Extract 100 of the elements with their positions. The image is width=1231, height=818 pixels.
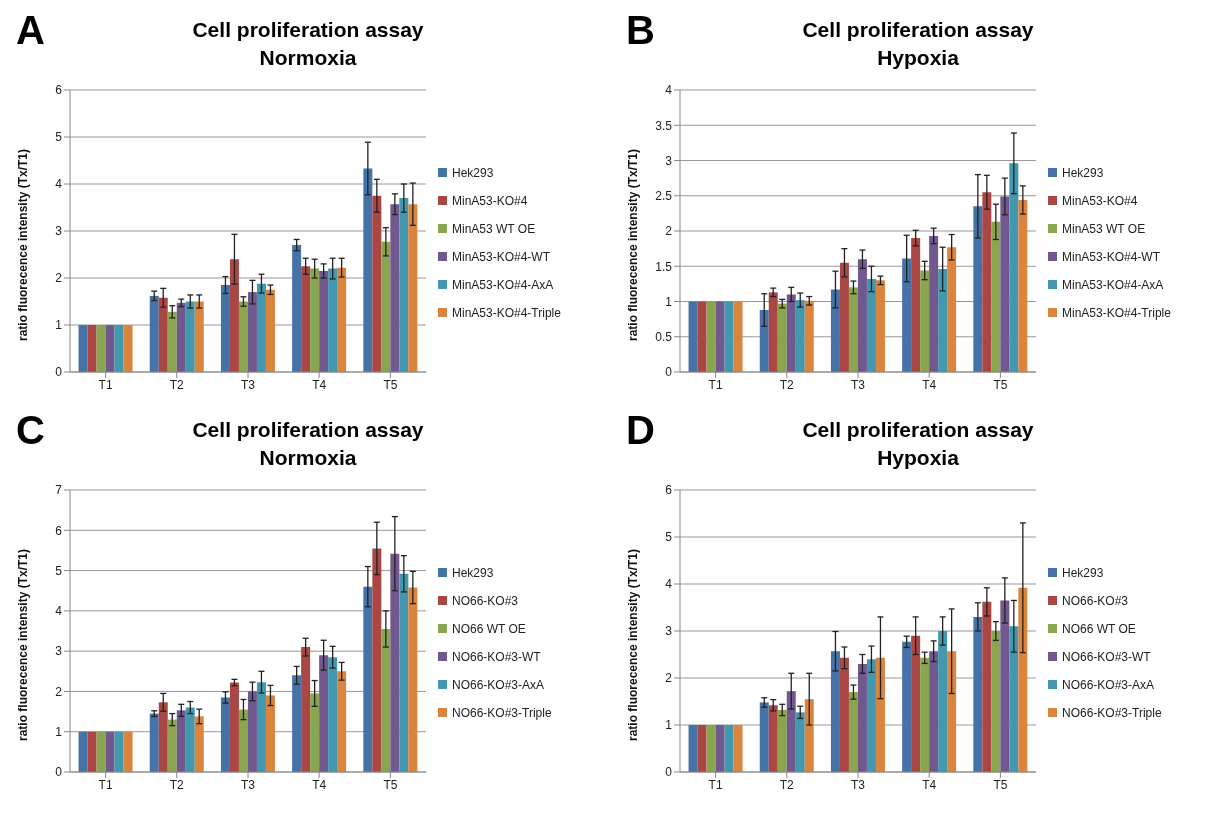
bar: [768, 705, 778, 772]
bar: [759, 702, 769, 772]
bar: [902, 258, 912, 372]
bar: [688, 725, 698, 772]
bar: [1018, 587, 1028, 772]
bar: [911, 238, 921, 372]
bar: [982, 192, 992, 372]
bar: [947, 247, 957, 372]
legend-label: Hek293: [1062, 164, 1104, 181]
legend-label: MinA53-KO#4-AxA: [452, 276, 554, 293]
bar: [337, 267, 347, 372]
y-tick-label: 2: [665, 224, 673, 239]
bar: [830, 289, 840, 372]
bar: [87, 325, 97, 372]
bar: [786, 691, 796, 772]
x-tick-label: T5: [383, 777, 398, 792]
bar: [938, 631, 948, 772]
x-tick-label: T3: [240, 377, 256, 392]
legend-label: NO66-KO#3: [1062, 592, 1129, 609]
bar: [372, 195, 382, 372]
bar: [292, 675, 302, 772]
bar: [265, 695, 275, 772]
bar: [256, 283, 266, 372]
bar: [399, 198, 409, 372]
y-tick-label: 2: [55, 684, 63, 699]
bar: [715, 301, 725, 372]
bar: [839, 262, 849, 372]
bar: [724, 725, 734, 772]
legend-label: MinA53-KO#4-WT: [452, 248, 551, 265]
bar: [715, 725, 725, 772]
bar: [768, 292, 778, 372]
y-tick-label: 3: [665, 153, 673, 168]
bar: [724, 301, 734, 372]
bar: [866, 659, 876, 772]
bar: [167, 311, 177, 372]
y-tick-label: 2.5: [655, 189, 673, 204]
bar: [839, 657, 849, 772]
bar: [920, 657, 930, 772]
bar: [973, 616, 983, 772]
bar: [399, 573, 409, 772]
bar: [301, 647, 311, 772]
y-tick-label: 2: [665, 671, 673, 686]
y-axis-title: ratio fluorecence intensity (Tx/T1): [16, 148, 31, 341]
legend-label: MinA53-KO#4: [1062, 192, 1138, 209]
bar: [238, 709, 248, 772]
bar: [363, 586, 373, 772]
y-tick-label: 0: [665, 365, 673, 380]
y-tick-label: 4: [665, 577, 673, 592]
chart-title: Cell proliferation assay: [191, 417, 425, 443]
y-tick-label: 0: [55, 365, 63, 380]
bar: [158, 702, 168, 772]
legend-label: NO66-KO#3: [452, 592, 519, 609]
bar: [777, 303, 787, 372]
x-tick-label: T1: [98, 377, 113, 392]
y-tick-label: 0: [55, 765, 63, 780]
x-tick-label: T4: [922, 777, 937, 792]
x-tick-label: T5: [993, 777, 1008, 792]
bar: [176, 302, 186, 372]
text: B: [626, 8, 655, 53]
bar: [982, 601, 992, 772]
legend-label: NO66 WT OE: [452, 620, 526, 637]
bar: [194, 301, 204, 372]
bar: [381, 628, 391, 772]
bar: [292, 245, 302, 372]
bar: [114, 731, 124, 772]
bar: [706, 301, 716, 372]
x-tick-label: T3: [240, 777, 256, 792]
legend-label: MinA53-KO#4: [452, 192, 528, 209]
bar: [777, 709, 787, 772]
bar: [265, 289, 275, 372]
bar: [857, 663, 867, 772]
bar: [408, 204, 418, 372]
y-axis-title: ratio fluorecence intensity (Tx/T1): [626, 548, 641, 741]
legend-label: MinA53 WT OE: [1062, 220, 1146, 237]
bar: [920, 270, 930, 372]
bar: [795, 300, 805, 372]
x-tick-label: T2: [169, 377, 185, 392]
bar: [105, 325, 115, 372]
legend-label: Hek293: [452, 164, 494, 181]
bar: [1018, 199, 1028, 372]
bar: [105, 731, 115, 772]
bar: [390, 553, 400, 772]
chart-subtitle: Hypoxia: [876, 45, 960, 71]
bar: [220, 285, 230, 372]
x-tick-label: T4: [312, 377, 327, 392]
legend-label: NO66-KO#3-WT: [452, 648, 541, 665]
bar: [247, 292, 257, 372]
bar: [328, 268, 338, 372]
y-tick-label: 3.5: [655, 118, 673, 133]
legend-label: NO66 WT OE: [1062, 620, 1136, 637]
y-tick-label: 6: [55, 523, 63, 538]
bar: [328, 657, 338, 772]
y-tick-label: 5: [55, 130, 63, 145]
x-tick-label: T5: [383, 377, 398, 392]
x-tick-label: T4: [922, 377, 937, 392]
bar: [733, 301, 743, 372]
bar: [866, 278, 876, 372]
y-tick-label: 3: [55, 224, 63, 239]
bar: [706, 725, 716, 772]
y-tick-label: 1: [665, 718, 673, 733]
